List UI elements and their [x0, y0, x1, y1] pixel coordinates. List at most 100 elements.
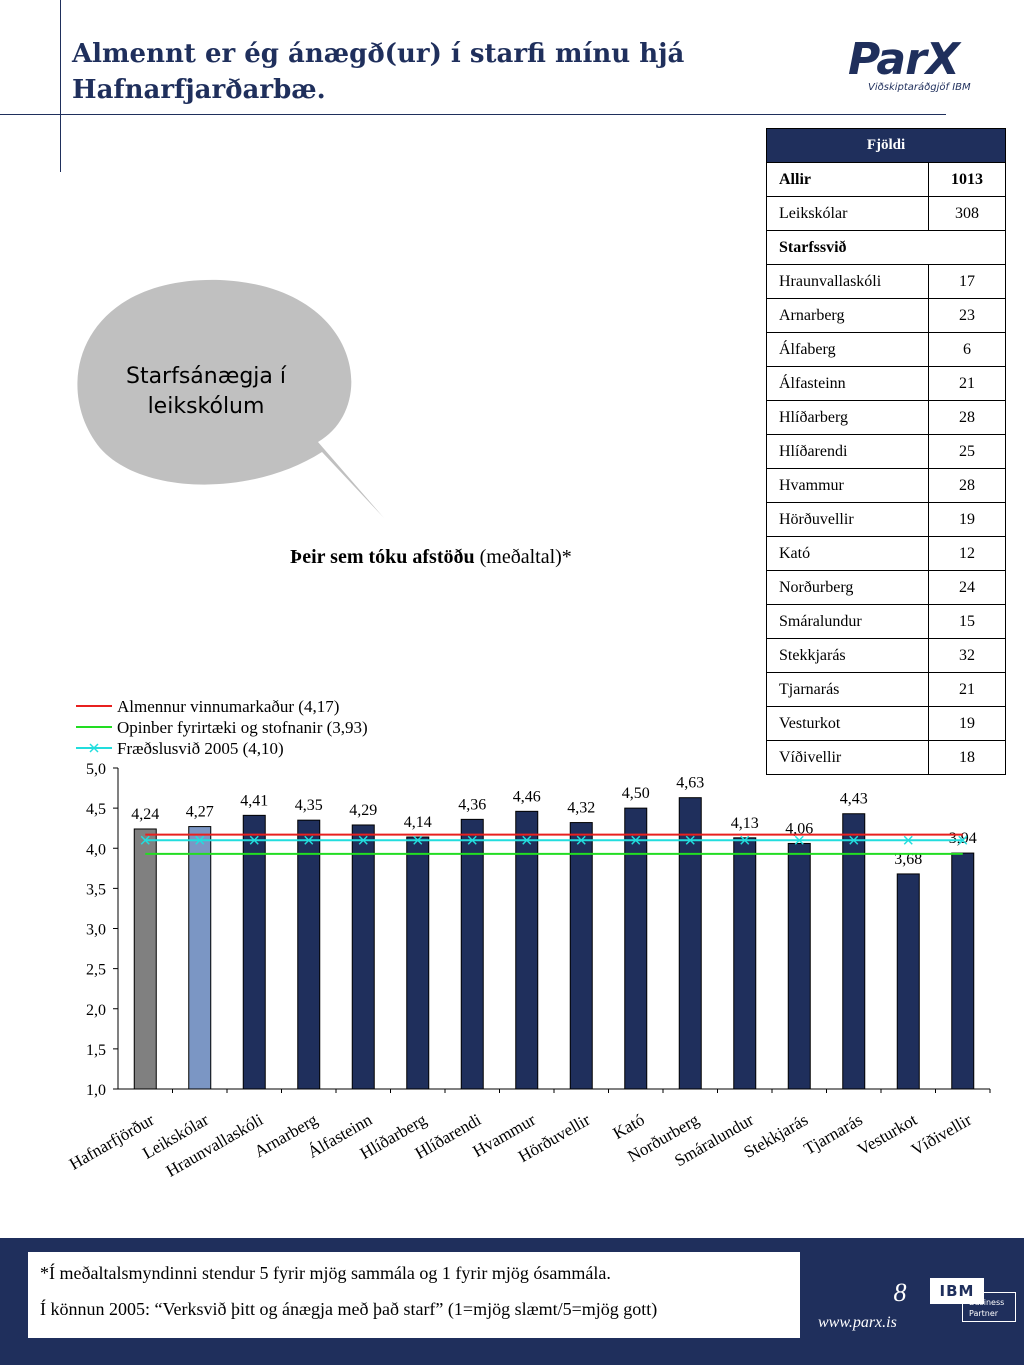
table-row: Tjarnarás 21: [766, 672, 1006, 707]
reference-marker: [685, 835, 695, 845]
bar: [678, 797, 702, 1090]
y-tick-label: 3,0: [86, 922, 106, 939]
table-row-value: 15: [928, 604, 1006, 639]
table-row-value: 19: [928, 706, 1006, 741]
ibm-business-partner: Business Partner: [962, 1292, 1016, 1322]
reference-marker: [849, 835, 859, 845]
reference-marker: [358, 835, 368, 845]
reference-marker: [794, 835, 804, 845]
x-tick-label: Vesturkot: [854, 1110, 920, 1159]
data-label: 4,50: [622, 785, 650, 802]
data-label: 4,24: [131, 806, 159, 823]
table-row: Álfaberg 6: [766, 332, 1006, 367]
chart-heading: Þeir sem tóku afstöðu (meðaltal)*: [290, 546, 572, 569]
reference-marker: [958, 835, 968, 845]
bar: [188, 826, 212, 1090]
table-row-value: 21: [928, 366, 1006, 401]
table-row-label: Allir: [766, 162, 929, 197]
bar: [733, 837, 757, 1090]
page-title: Almennt er ég ánægð(ur) í starfi mínu hj…: [72, 39, 685, 105]
y-tick-label: 2,5: [86, 962, 106, 979]
table-row-label: Leikskólar: [766, 196, 929, 231]
table-row: Hlíðarberg 28: [766, 400, 1006, 435]
reference-marker: [249, 835, 259, 845]
table-row-value: 24: [928, 570, 1006, 605]
bar: [297, 819, 321, 1090]
table-row: Allir 1013: [766, 162, 1006, 197]
table-row: Hraunvallaskóli 17: [766, 264, 1006, 299]
bar: [787, 842, 811, 1090]
data-label: 4,13: [731, 815, 759, 832]
logo-tagline: Viðskiptaráðgjöf IBM: [868, 82, 971, 93]
title-vertical-rule: [60, 0, 61, 172]
ibm-wordmark: IBM: [930, 1278, 984, 1304]
website-link[interactable]: www.parx.is: [818, 1314, 897, 1331]
table-row-label: Hlíðarendi: [766, 434, 929, 469]
data-label: 4,35: [295, 797, 323, 814]
x-tick-label: Tjarnarás: [801, 1110, 866, 1159]
data-label: 4,06: [785, 820, 813, 837]
chart-heading-normal: (meðaltal)*: [474, 546, 572, 568]
data-label: 4,32: [567, 800, 595, 817]
reference-marker: [467, 835, 477, 845]
chart-heading-bold: Þeir sem tóku afstöðu: [290, 546, 475, 568]
table-row: Leikskólar 308: [766, 196, 1006, 231]
y-tick-label: 3,5: [86, 881, 106, 898]
table-row: Víðivellir 18: [766, 740, 1006, 775]
parx-logo: ParX Viðskiptaráðgjöf IBM: [848, 36, 998, 106]
table-row-value: 28: [928, 468, 1006, 503]
reference-marker: [195, 835, 205, 845]
bar: [351, 824, 375, 1090]
footer-notes: *Í meðaltalsmyndinni stendur 5 fyrir mjö…: [28, 1252, 800, 1338]
table-row-value: 28: [928, 400, 1006, 435]
footnote-2: Í könnun 2005: “Verksvið þitt og ánægja …: [40, 1299, 658, 1319]
footnote-1: *Í meðaltalsmyndinni stendur 5 fyrir mjö…: [40, 1263, 611, 1283]
table-row-value: 17: [928, 264, 1006, 299]
x-tick-label: Kató: [610, 1110, 648, 1143]
legend-label: Fræðslusvið 2005 (4,10): [117, 739, 284, 758]
reference-marker: [304, 835, 314, 845]
data-label: 4,41: [240, 792, 268, 809]
table-row-value: 18: [928, 740, 1006, 775]
bar: [896, 873, 920, 1090]
table-row: Hörðuvellir 19: [766, 502, 1006, 537]
reference-marker: [522, 835, 532, 845]
table-row-value: 12: [928, 536, 1006, 571]
table-row-label: Hlíðarberg: [766, 400, 929, 435]
table-row-label: Norðurberg: [766, 570, 929, 605]
speech-bubble-shape: [77, 279, 384, 518]
y-tick-label: 4,5: [86, 801, 106, 818]
table-row-value: 19: [928, 502, 1006, 537]
data-label: 4,14: [404, 814, 432, 831]
x-tick-label: Hafnarfjörður: [66, 1110, 158, 1174]
table-row-label: Stekkjarás: [766, 638, 929, 673]
reference-marker: [903, 835, 913, 845]
table-row-label: Hraunvallaskóli: [766, 264, 929, 299]
data-label: 4,29: [349, 802, 377, 819]
ibm-logo: Business Partner IBM: [930, 1278, 1018, 1324]
y-tick-label: 2,0: [86, 1002, 106, 1019]
reference-marker: [413, 835, 423, 845]
table-row-value: 23: [928, 298, 1006, 333]
table-row: Smáralundur 15: [766, 604, 1006, 639]
table-row-label: Smáralundur: [766, 604, 929, 639]
bar: [569, 822, 593, 1090]
data-label: 3,68: [894, 851, 922, 868]
table-row: Norðurberg 24: [766, 570, 1006, 605]
page-number: 8: [893, 1278, 907, 1307]
table-row: Kató 12: [766, 536, 1006, 571]
table-row: Stekkjarás 32: [766, 638, 1006, 673]
table-row-value: 1013: [928, 162, 1006, 197]
table-row: Hlíðarendi 25: [766, 434, 1006, 469]
legend-label: Opinber fyrirtæki og stofnanir (3,93): [117, 718, 368, 737]
table-row-label: Kató: [766, 536, 929, 571]
x-tick-label: Víðivellir: [908, 1110, 975, 1160]
y-tick-label: 4,0: [86, 841, 106, 858]
table-row-value: 25: [928, 434, 1006, 469]
y-tick-label: 1,0: [86, 1082, 106, 1099]
bar: [624, 807, 648, 1090]
logo-wordmark: ParX: [848, 34, 960, 85]
legend-marker: [89, 743, 99, 753]
table-row-label: Starfssvið: [766, 230, 1006, 265]
data-label: 4,36: [458, 796, 486, 813]
